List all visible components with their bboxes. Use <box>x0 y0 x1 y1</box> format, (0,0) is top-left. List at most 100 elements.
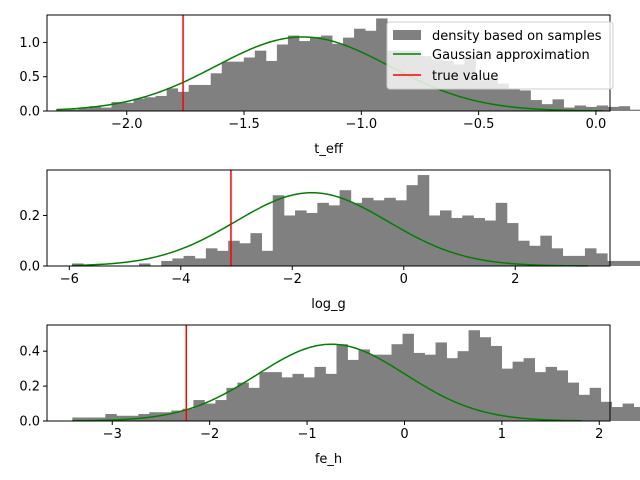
t-eff-histogram-bar <box>332 43 344 111</box>
fe-h-histogram-bar <box>457 351 469 421</box>
fe-h-x-ticks: −3 −2 −1 0 1 2 <box>103 421 603 442</box>
t-eff-histogram-bar <box>166 88 179 111</box>
t-eff-histogram-bar <box>607 106 620 111</box>
log-g-subplot: −6 −4 −2 0 2 0.0 0.2 log_g <box>19 169 640 312</box>
log-g-gaussian-curve <box>72 191 588 267</box>
fe-h-histogram-bar <box>237 382 249 421</box>
fe-h-histogram-bar <box>402 333 414 421</box>
fe-h-y-ticks: 0.0 0.2 0.4 <box>19 345 47 430</box>
t-eff-y-ticks: 0.0 0.5 1.0 <box>19 36 47 120</box>
log-g-histogram-bar <box>596 253 608 266</box>
fe-h-y-tick-label: 0.2 <box>19 380 40 395</box>
t-eff-histogram-bar <box>122 102 134 111</box>
log-g-histogram-bar <box>484 220 497 266</box>
log-g-x-tick-label: −4 <box>171 272 190 287</box>
fe-h-x-tick-label: −1 <box>297 427 316 442</box>
log-g-x-tick-label: 0 <box>400 272 408 287</box>
log-g-x-axis-label: log_g <box>311 297 346 312</box>
fe-h-x-tick-label: 2 <box>595 427 603 442</box>
t-eff-histogram-bar <box>541 104 553 111</box>
log-g-histogram-bar <box>350 202 363 266</box>
log-g-histogram-bar <box>417 175 430 266</box>
t-eff-histogram-bar <box>309 36 322 111</box>
fe-h-histogram-bar <box>358 349 370 421</box>
t-eff-histogram-bar <box>144 97 157 111</box>
fe-h-histogram-bar <box>578 394 591 421</box>
log-g-histogram-bar <box>518 240 530 266</box>
fe-h-histogram-bar <box>534 372 547 421</box>
log-g-histogram-bar <box>250 233 263 266</box>
log-g-histogram-bar <box>451 218 463 266</box>
fe-h-x-tick-label: 1 <box>498 427 506 442</box>
t-eff-histogram-bar <box>298 41 311 112</box>
t-eff-histogram-bar <box>475 80 487 111</box>
t-eff-histogram-bar <box>519 90 531 111</box>
log-g-histogram-bar <box>295 210 307 266</box>
fe-h-histogram-bar <box>556 370 569 421</box>
t-eff-histogram-bar <box>552 99 564 111</box>
fe-h-histogram-bar <box>226 387 238 421</box>
legend: density based on samples Gaussian approx… <box>386 21 614 90</box>
fe-h-histogram-bar <box>325 373 337 421</box>
fe-h-histogram-bar <box>468 330 480 421</box>
t-eff-histogram-bar <box>78 108 90 111</box>
t-eff-histogram-bar <box>287 35 300 111</box>
t-eff-histogram-bar <box>188 84 201 111</box>
log-g-histogram-bar <box>239 243 251 266</box>
t-eff-histogram-bar <box>276 44 289 111</box>
log-g-histogram-bar <box>306 212 318 266</box>
fe-h-histogram-bar <box>248 387 260 421</box>
log-g-histogram-bar <box>217 250 229 266</box>
log-g-histogram-bar <box>205 248 218 266</box>
log-g-axes-frame <box>46 169 611 267</box>
log-g-histogram-bar <box>395 200 407 266</box>
legend-label-gaussian: Gaussian approximation <box>432 48 590 63</box>
fe-h-x-tick-label: 0 <box>400 427 408 442</box>
fe-h-histogram-bar <box>281 377 293 421</box>
t-eff-x-axis-label: t_eff <box>314 142 344 157</box>
log-g-x-tick-label: 2 <box>511 272 519 287</box>
fe-h-y-tick-label: 0.4 <box>19 345 40 360</box>
fe-h-histogram-bar <box>171 410 183 421</box>
t-eff-histogram-bar <box>199 84 212 111</box>
fe-h-histogram-bar <box>116 415 128 421</box>
fe-h-histogram-bar <box>369 354 381 421</box>
fe-h-histogram-bar <box>303 377 315 421</box>
t-eff-histogram-bar <box>585 106 598 111</box>
t-eff-histogram-bar <box>629 109 640 111</box>
log-g-y-ticks: 0.0 0.2 <box>19 209 47 275</box>
log-g-y-tick-label: 0.0 <box>19 260 40 275</box>
log-g-histogram-bar <box>317 202 329 266</box>
fe-h-y-tick-label: 0.0 <box>19 415 40 430</box>
t-eff-histogram-bar <box>486 78 498 111</box>
fe-h-histogram-bar <box>600 401 613 421</box>
log-g-histogram-bar <box>339 190 352 266</box>
fe-h-histogram-bar <box>215 400 227 421</box>
t-eff-y-tick-label: 1.0 <box>19 36 40 51</box>
log-g-histogram-bar <box>406 185 419 266</box>
t-eff-x-tick-label: 0.0 <box>586 117 607 132</box>
log-g-histogram-bar <box>529 245 541 266</box>
t-eff-histogram-bar <box>365 30 377 111</box>
fe-h-histogram-bar <box>633 407 640 421</box>
fe-h-histogram-bar <box>413 352 425 421</box>
fe-h-x-tick-label: −3 <box>103 427 122 442</box>
fe-h-histogram-bar <box>292 373 304 421</box>
log-g-histogram-bar <box>584 248 597 266</box>
t-eff-y-tick-label: 0.0 <box>19 105 40 120</box>
fe-h-subplot: −3 −2 −1 0 1 2 0.0 0.2 0.4 fe_h <box>19 324 640 467</box>
log-g-x-ticks: −6 −4 −2 0 2 <box>60 266 519 287</box>
t-eff-histogram-bar <box>89 106 101 111</box>
t-eff-y-tick-label: 0.5 <box>19 70 40 85</box>
t-eff-histogram-bar <box>254 50 267 111</box>
t-eff-histogram-bar <box>354 28 366 111</box>
fe-h-axes-frame <box>46 324 611 422</box>
legend-label-true-value: true value <box>432 69 498 84</box>
log-g-histogram-bar <box>629 260 640 266</box>
fe-h-histogram-bar <box>512 361 525 421</box>
fe-h-histogram-bar <box>446 358 458 421</box>
t-eff-x-tick-label: −1.5 <box>228 117 260 132</box>
log-g-x-tick-label: −2 <box>283 272 302 287</box>
log-g-histogram-bar <box>183 255 196 266</box>
